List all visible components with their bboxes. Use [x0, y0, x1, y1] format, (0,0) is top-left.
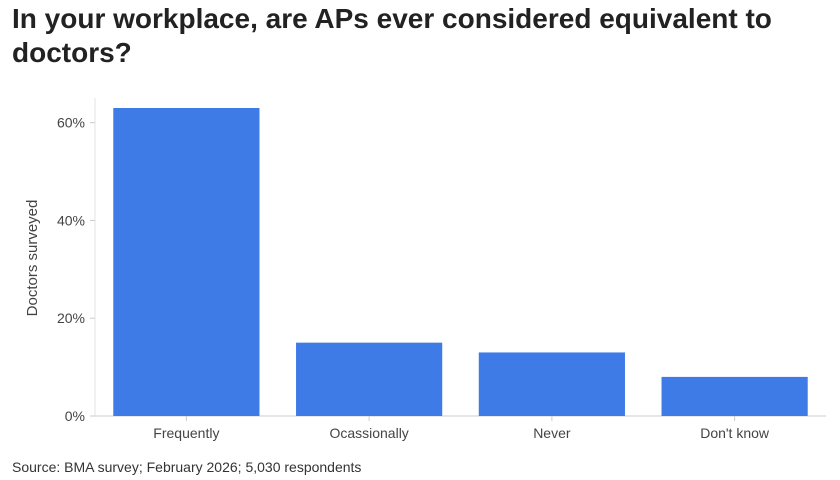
- bar-never: [478, 352, 625, 416]
- y-tick-label: 0%: [65, 408, 85, 424]
- y-tick-label: 20%: [57, 310, 85, 326]
- x-tick-label: Frequently: [153, 425, 219, 441]
- chart-title: In your workplace, are APs ever consider…: [12, 3, 772, 68]
- source-note: Source: BMA survey; February 2026; 5,030…: [12, 459, 362, 475]
- bar-chart: Doctors surveyed 0% 20% 40% 60% Frequently O…: [24, 98, 826, 441]
- x-axis-ticks: Frequently Ocassionally Never Don't know: [153, 416, 770, 441]
- bar-frequently: [113, 108, 260, 416]
- bar-ocassionally: [296, 342, 443, 416]
- bar-don-t-know: [661, 376, 808, 416]
- x-tick-label: Never: [533, 425, 571, 441]
- y-tick-label: 60%: [57, 115, 85, 131]
- x-tick-label: Don't know: [700, 425, 770, 441]
- bars-group: [113, 108, 808, 416]
- x-tick-label: Ocassionally: [329, 425, 408, 441]
- y-tick-label: 40%: [57, 212, 85, 228]
- y-axis-ticks: 0% 20% 40% 60%: [57, 115, 95, 424]
- y-axis-title: Doctors surveyed: [24, 200, 41, 317]
